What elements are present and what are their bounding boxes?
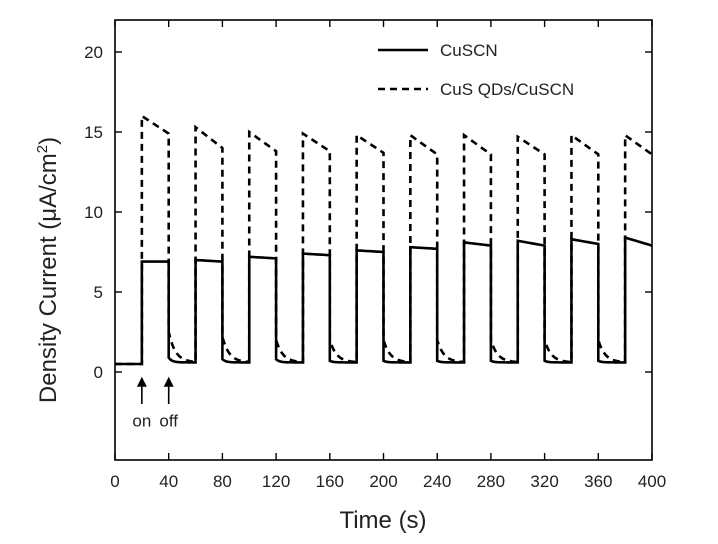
on-label: on bbox=[132, 411, 151, 430]
x-tick-label: 40 bbox=[159, 472, 178, 491]
x-tick-label: 320 bbox=[530, 472, 558, 491]
y-tick-label: 5 bbox=[94, 283, 103, 302]
series-line-cuscn bbox=[115, 235, 653, 366]
x-tick-label: 200 bbox=[369, 472, 397, 491]
y-axis-title: Density Current (μA/cm2) bbox=[34, 137, 62, 403]
on-off-annotations: on off bbox=[132, 376, 178, 430]
off-arrow-head bbox=[163, 376, 174, 387]
x-tick-label: 280 bbox=[477, 472, 505, 491]
y-tick-label: 20 bbox=[84, 43, 103, 62]
x-tick-label: 0 bbox=[110, 472, 119, 491]
legend: CuSCN CuS QDs/CuSCN bbox=[378, 41, 574, 99]
series-line-cus-qds-cuscn bbox=[115, 113, 653, 366]
y-tick-label: 15 bbox=[84, 123, 103, 142]
x-axis-title: Time (s) bbox=[339, 507, 426, 534]
x-tick-labels: 0 40 80 120 160 200 240 280 320 360 400 bbox=[110, 472, 666, 491]
x-tick-label: 120 bbox=[262, 472, 290, 491]
off-label: off bbox=[159, 411, 178, 430]
x-tick-label: 80 bbox=[213, 472, 232, 491]
x-tick-label: 160 bbox=[316, 472, 344, 491]
on-arrow-head bbox=[136, 376, 147, 387]
x-tick-label: 400 bbox=[638, 472, 666, 491]
legend-label-cus-qds: CuS QDs/CuSCN bbox=[440, 80, 574, 99]
y-tick-label: 10 bbox=[84, 203, 103, 222]
x-tick-label: 360 bbox=[584, 472, 612, 491]
series-layer bbox=[115, 113, 653, 366]
x-tick-label: 240 bbox=[423, 472, 451, 491]
legend-label-cuscn: CuSCN bbox=[440, 41, 498, 60]
axis-ticks bbox=[114, 20, 653, 460]
y-tick-label: 0 bbox=[94, 363, 103, 382]
y-tick-labels: 0 5 10 15 20 bbox=[84, 43, 103, 382]
